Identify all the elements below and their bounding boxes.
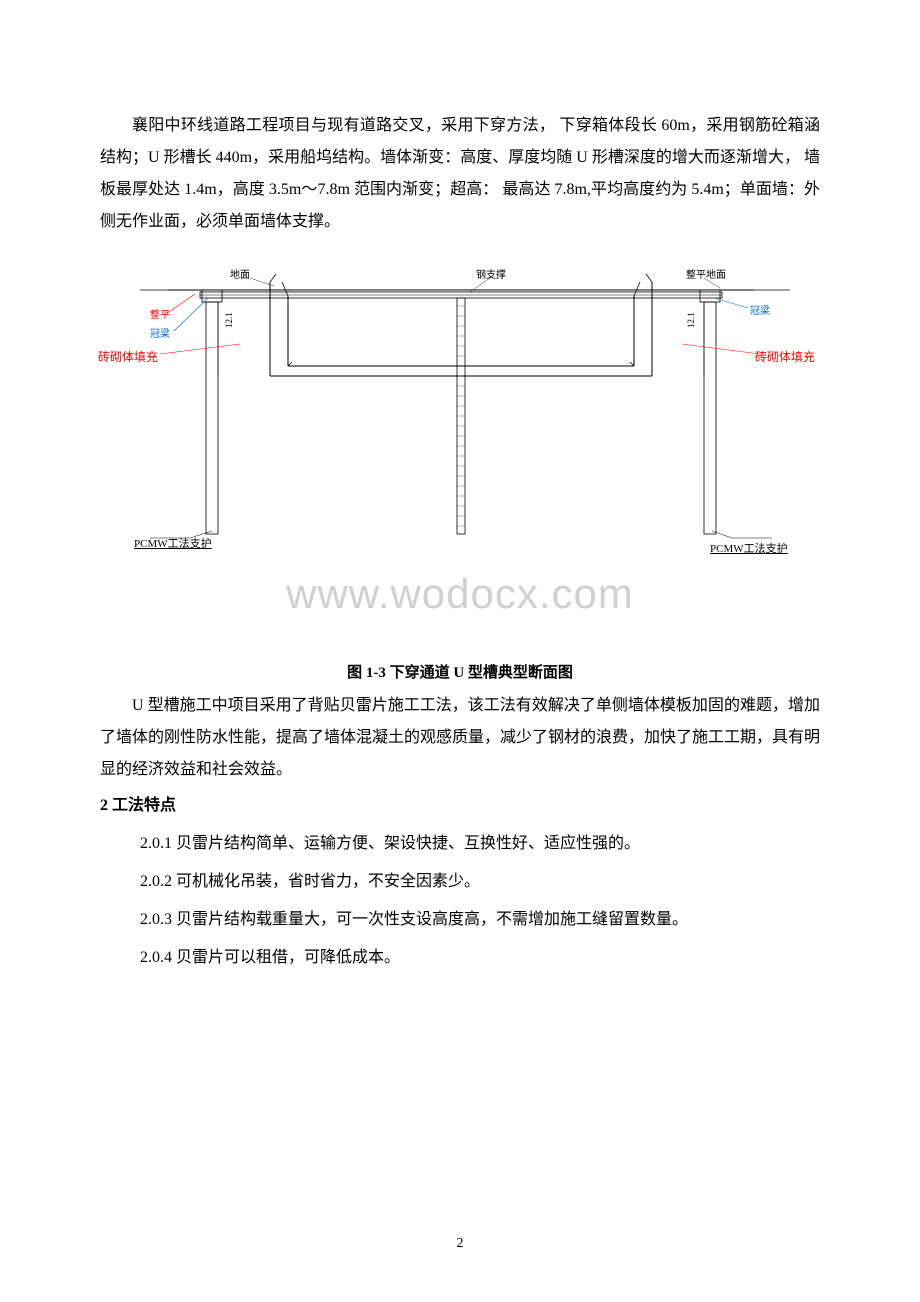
diagram-label-brick-left: 砖砌体填充 (98, 348, 158, 365)
item-2-0-4: 2.0.4 贝雷片可以租借，可降低成本。 (100, 942, 820, 974)
section-2-heading: 2 工法特点 (100, 790, 820, 822)
page-number: 2 (457, 1236, 464, 1252)
item-2-0-3: 2.0.3 贝雷片结构载重量大，可一次性支设高度高，不需增加施工缝留置数量。 (100, 904, 820, 936)
paragraph-2: U 型槽施工中项目采用了背贴贝雷片施工工法，该工法有效解决了单侧墙体模板加固的难… (100, 690, 820, 786)
watermark: www.wodocx.com (286, 570, 634, 618)
diagram-label-ground-right: 整平地面 (686, 266, 726, 281)
diagram-label-strut: 钢支撑 (476, 266, 506, 281)
paragraph-1: 襄阳中环线道路工程项目与现有道路交叉，采用下穿方法， 下穿箱体段长 60m，采用… (100, 110, 820, 238)
cross-section-diagram: 12.1 12.1 地面 钢支撑 整平地面 整平 冠梁 冠梁 砖砌体填充 砖砌体… (100, 246, 820, 566)
diagram-label-pcmw-right: PCMW工法支护 (710, 540, 788, 556)
diagram-label-pcmw-left: PCMW工法支护 (134, 535, 212, 551)
svg-text:12.1: 12.1 (224, 312, 234, 328)
diagram-label-brick-right: 砖砌体填充 (755, 348, 815, 365)
item-2-0-2: 2.0.2 可机械化吊装，省时省力，不安全因素少。 (100, 866, 820, 898)
diagram-label-ground-left: 地面 (230, 266, 250, 281)
diagram-svg: 12.1 12.1 (100, 246, 820, 566)
diagram-label-cap-beam-left: 冠梁 (150, 325, 170, 340)
diagram-label-zhengping: 整平 (150, 306, 170, 321)
diagram-label-cap-beam-right: 冠梁 (750, 302, 770, 317)
item-2-0-1: 2.0.1 贝雷片结构简单、运输方便、架设快捷、互换性好、适应性强的。 (100, 828, 820, 860)
svg-text:12.1: 12.1 (686, 312, 696, 328)
figure-caption: 图 1-3 下穿通道 U 型槽典型断面图 (100, 661, 820, 682)
